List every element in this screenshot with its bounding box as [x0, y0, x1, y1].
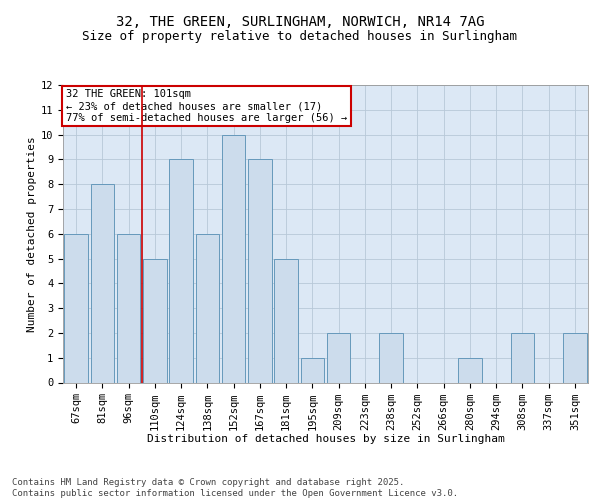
Bar [301, 358, 324, 382]
Bar [327, 333, 350, 382]
Bar [274, 258, 298, 382]
Bar [169, 160, 193, 382]
Bar [143, 258, 167, 382]
Bar [248, 160, 272, 382]
Bar [379, 333, 403, 382]
Bar [563, 333, 587, 382]
Text: Contains HM Land Registry data © Crown copyright and database right 2025.
Contai: Contains HM Land Registry data © Crown c… [12, 478, 458, 498]
Bar [196, 234, 219, 382]
Bar [64, 234, 88, 382]
Y-axis label: Number of detached properties: Number of detached properties [26, 136, 37, 332]
Bar [91, 184, 114, 382]
Text: Size of property relative to detached houses in Surlingham: Size of property relative to detached ho… [83, 30, 517, 43]
Bar [458, 358, 482, 382]
X-axis label: Distribution of detached houses by size in Surlingham: Distribution of detached houses by size … [146, 434, 505, 444]
Bar [117, 234, 140, 382]
Bar [222, 134, 245, 382]
Text: 32, THE GREEN, SURLINGHAM, NORWICH, NR14 7AG: 32, THE GREEN, SURLINGHAM, NORWICH, NR14… [116, 16, 484, 30]
Bar [511, 333, 534, 382]
Text: 32 THE GREEN: 101sqm
← 23% of detached houses are smaller (17)
77% of semi-detac: 32 THE GREEN: 101sqm ← 23% of detached h… [65, 90, 347, 122]
